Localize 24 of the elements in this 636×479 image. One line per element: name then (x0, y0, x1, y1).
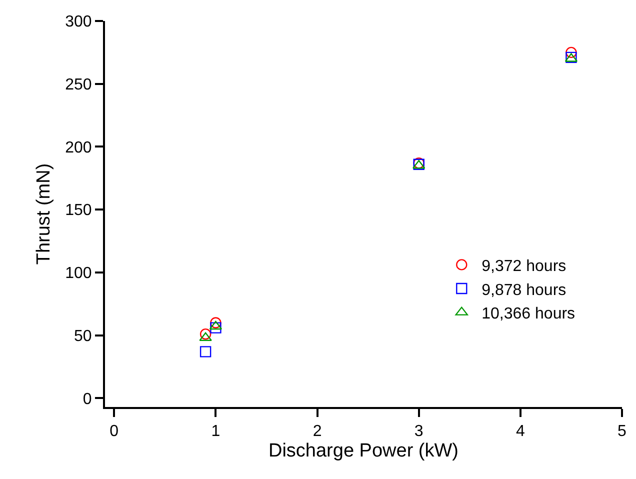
point (200, 328, 212, 340)
y-tick-label: 150 (65, 202, 92, 220)
point (200, 346, 212, 358)
y-tick-label: 0 (82, 390, 92, 408)
x-tick-label: 3 (414, 423, 424, 440)
point (209, 320, 222, 330)
y-tick-label: 300 (65, 14, 92, 31)
x-tick-label: 4 (516, 423, 525, 440)
y-tick-label: 50 (74, 328, 92, 345)
legend-label: 9,878 hours (482, 282, 566, 299)
y-axis-title: Thrust (mN) (33, 163, 54, 265)
x-tick-label: 0 (110, 423, 119, 440)
x-tick-label: 5 (618, 423, 627, 440)
y-tick-label: 100 (65, 265, 92, 282)
point (210, 322, 222, 334)
legend-label: 10,366 hours (482, 306, 576, 323)
point (210, 317, 222, 328)
x-tick-label: 2 (312, 423, 322, 440)
y-tick-label: 250 (65, 76, 92, 94)
point (566, 46, 577, 58)
legend-label: 9,372 hours (482, 258, 566, 275)
x-tick-label: 1 (211, 423, 220, 440)
x-axis-title: Discharge Power (kW) (268, 440, 459, 462)
y-tick-label: 200 (65, 139, 92, 156)
